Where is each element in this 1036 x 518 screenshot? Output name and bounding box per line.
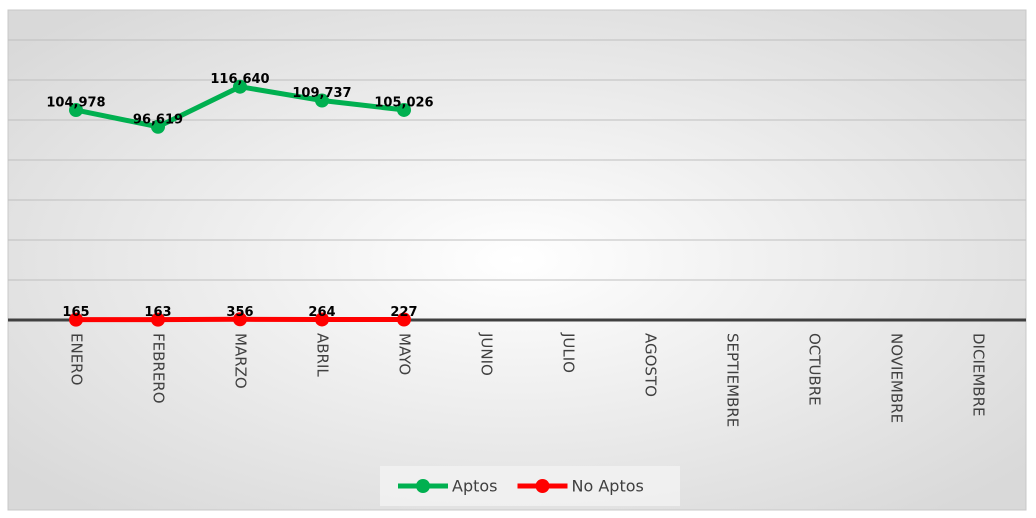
data-label: 264 <box>308 305 335 320</box>
x-tick-label: FEBRERO <box>150 333 168 404</box>
data-label: 227 <box>390 305 417 320</box>
x-tick-label: AGOSTO <box>642 333 660 397</box>
data-label: 163 <box>144 305 171 320</box>
x-tick-label: ABRIL <box>314 333 332 377</box>
x-tick-label: JUNIO <box>478 332 496 376</box>
legend-marker <box>416 479 430 493</box>
chart-area <box>8 10 1026 510</box>
data-label: 104,978 <box>46 96 105 111</box>
data-label: 356 <box>226 305 253 320</box>
x-tick-label: MAYO <box>396 333 414 375</box>
data-label: 96,619 <box>133 112 183 127</box>
x-tick-label: MARZO <box>232 333 250 389</box>
legend-marker <box>536 479 550 493</box>
x-tick-label: SEPTIEMBRE <box>724 333 742 427</box>
x-tick-label: NOVIEMBRE <box>888 333 906 423</box>
legend-label: No Aptos <box>572 477 644 496</box>
data-label: 109,737 <box>292 86 351 101</box>
x-tick-label: OCTUBRE <box>806 333 824 406</box>
x-tick-label: DICIEMBRE <box>970 333 988 416</box>
x-tick-label: ENERO <box>68 333 86 385</box>
data-label: 116,640 <box>210 72 269 87</box>
data-label: 105,026 <box>374 95 433 110</box>
data-label: 165 <box>62 305 89 320</box>
x-tick-label: JULIO <box>560 332 578 373</box>
legend-label: Aptos <box>452 477 498 496</box>
